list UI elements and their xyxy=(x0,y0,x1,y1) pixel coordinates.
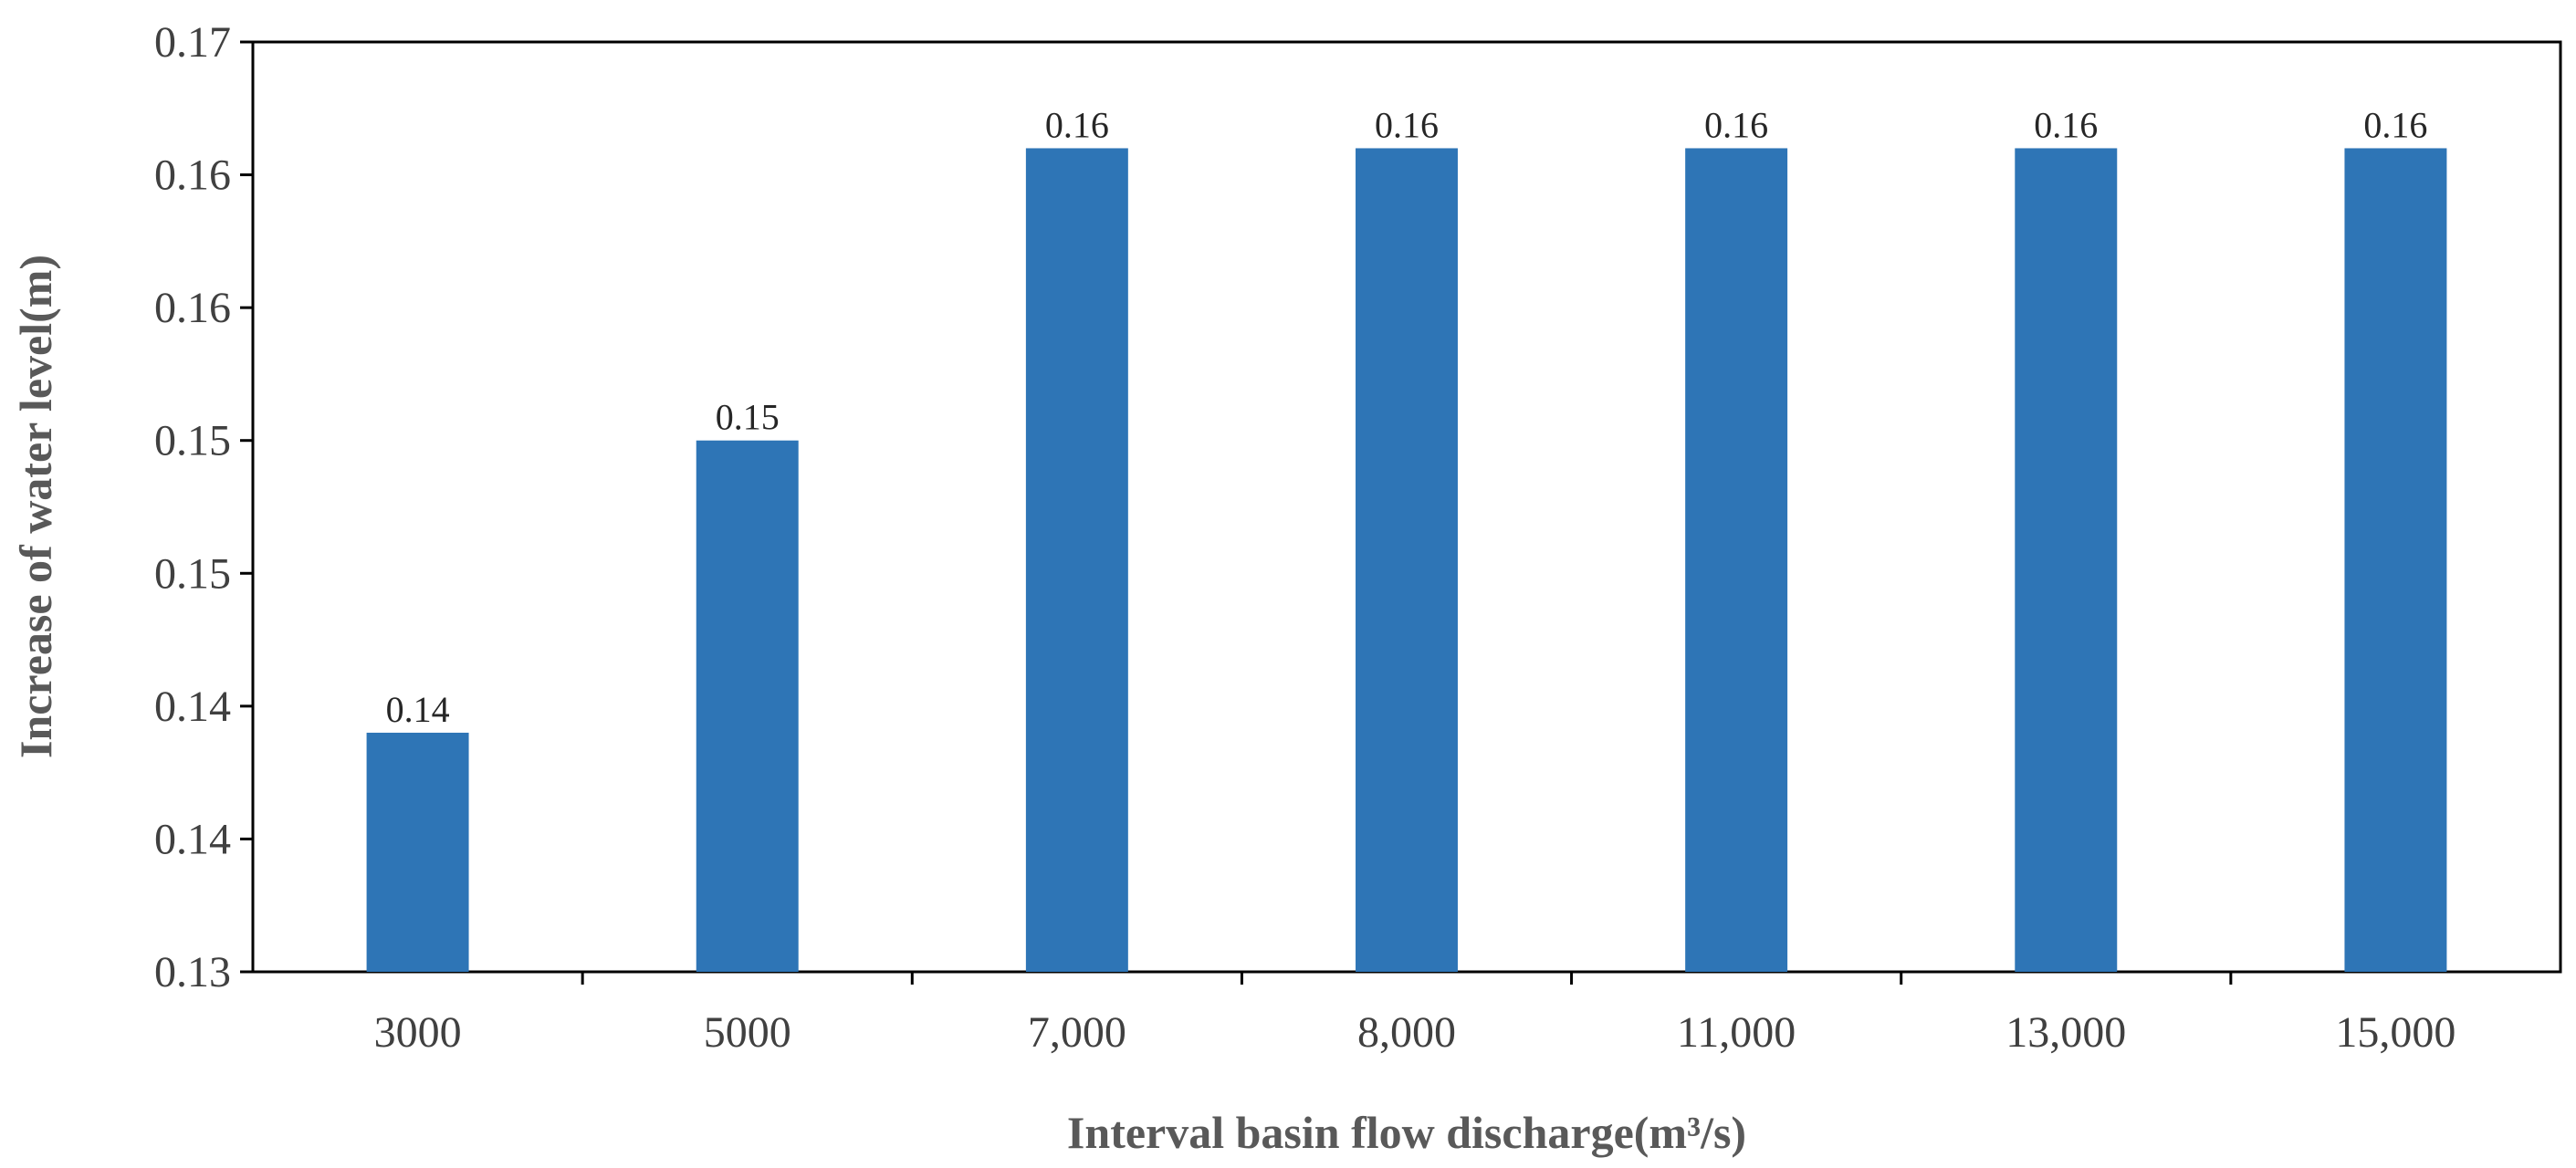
x-tick-label: 5000 xyxy=(704,1008,791,1057)
bar xyxy=(696,440,799,972)
x-tick-label: 15,000 xyxy=(2335,1008,2456,1057)
y-tick-label: 0.15 xyxy=(154,549,231,598)
y-tick-label: 0.15 xyxy=(154,417,231,465)
y-axis: 0.13 0.14 0.14 0.15 0.15 0.16 0.16 0.17 xyxy=(154,18,253,996)
bar-value-label: 0.16 xyxy=(1704,104,1768,145)
bar xyxy=(2344,148,2447,972)
bar-value-label: 0.16 xyxy=(1045,104,1109,145)
y-tick-label: 0.17 xyxy=(154,18,231,67)
y-tick-label: 0.14 xyxy=(154,683,231,731)
bar-value-label: 0.14 xyxy=(386,689,450,730)
x-axis: 3000 5000 7,000 8,000 11,000 13,000 15,000 xyxy=(374,972,2456,1057)
bar xyxy=(1685,148,1788,972)
bar-value-label: 0.16 xyxy=(2363,104,2427,145)
y-tick-label: 0.16 xyxy=(154,284,231,332)
bar-value-label: 0.15 xyxy=(716,397,780,438)
bar-series xyxy=(366,148,2447,972)
x-tick-label: 8,000 xyxy=(1357,1008,1456,1057)
data-labels: 0.14 0.15 0.16 0.16 0.16 0.16 0.16 xyxy=(386,104,2428,730)
bar xyxy=(1025,148,1128,972)
x-tick-label: 3000 xyxy=(374,1008,462,1057)
bar xyxy=(366,732,469,972)
x-axis-title: Interval basin flow discharge(m³/s) xyxy=(1067,1107,1746,1158)
y-tick-label: 0.16 xyxy=(154,151,231,200)
y-tick-label: 0.13 xyxy=(154,948,231,996)
x-tick-label: 11,000 xyxy=(1677,1008,1796,1057)
y-axis-title: Increase of water level(m) xyxy=(10,255,61,758)
x-tick-label: 7,000 xyxy=(1028,1008,1126,1057)
bar xyxy=(2015,148,2118,972)
x-tick-label: 13,000 xyxy=(2005,1008,2126,1057)
bar xyxy=(1356,148,1458,972)
bar-value-label: 0.16 xyxy=(2034,104,2098,145)
bar-value-label: 0.16 xyxy=(1375,104,1439,145)
y-tick-label: 0.14 xyxy=(154,815,231,863)
